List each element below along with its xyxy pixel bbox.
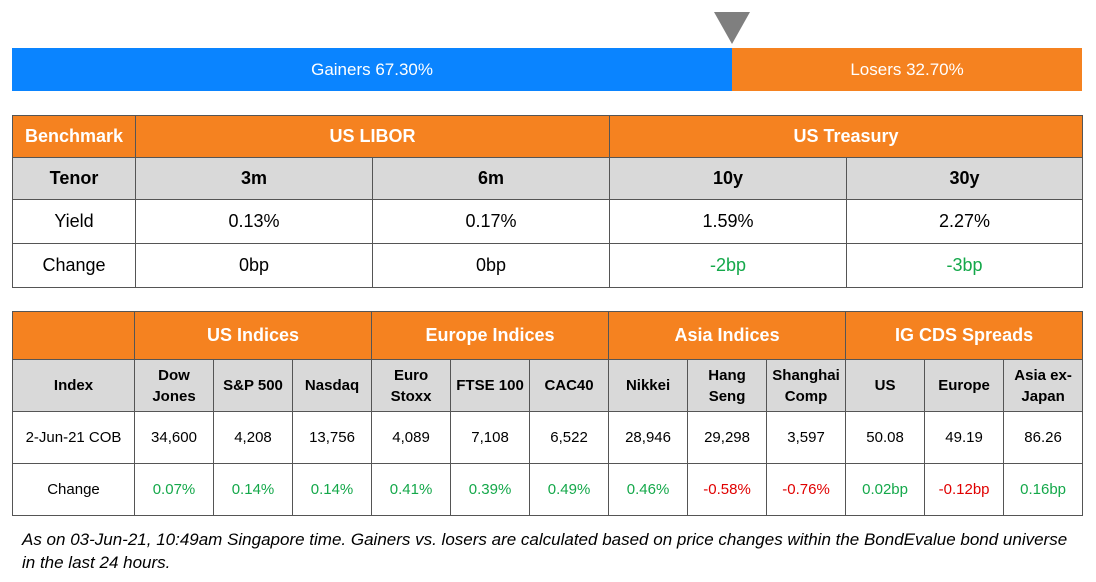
tenor-cell: 30y [846,157,1084,200]
index-name-line: Shanghai [772,366,840,384]
yield-cell: 0.17% [371,199,611,244]
index-change-cell: -0.12bp [924,463,1005,516]
tenor-label: Tenor [12,157,136,200]
index-name-line: Asia ex- [1014,366,1072,384]
index-name-line: Nasdaq [304,377,360,394]
index-name-cell: Hang Seng [687,359,768,412]
index-change-cell: 0.41% [371,463,452,516]
index-name-cell: FTSE 100 [450,359,531,412]
rates-change-label: Change [12,243,136,288]
index-value-cell: 50.08 [845,411,926,464]
gainers-losers-bar: Gainers 67.30% Losers 32.70% [12,48,1082,91]
index-name-line: Jones [152,387,196,405]
index-name-line: Euro [393,366,429,384]
index-change-cell: 0.14% [213,463,293,516]
index-change-cell: 0.39% [450,463,531,516]
index-name-line: Dow [158,366,190,384]
index-name-line: Stoxx [390,387,432,405]
index-value-cell: 13,756 [291,411,373,464]
index-value-cell: 4,089 [371,411,452,464]
indices-change-label: Change [12,463,135,516]
index-name-cell: CAC40 [529,359,610,412]
rates-change-cell: -2bp [609,243,848,288]
index-name-cell: Nikkei [608,359,689,412]
us-libor-header: US LIBOR [134,115,611,158]
index-change-cell: 0.02bp [845,463,926,516]
index-change-cell: -0.58% [687,463,768,516]
asia-indices-header: Asia Indices [608,311,847,360]
index-name-line: Hang [708,366,746,384]
index-value-cell: 29,298 [687,411,768,464]
index-name-cell: US [845,359,926,412]
index-change-cell: 0.14% [291,463,373,516]
footnote: As on 03-Jun-21, 10:49am Singapore time.… [22,530,1068,572]
us-indices-header: US Indices [133,311,373,360]
rates-change-cell: 0bp [371,243,611,288]
index-name-cell: Nasdaq [291,359,373,412]
index-name-cell: S&P 500 [213,359,293,412]
tenor-cell: 10y [609,157,848,200]
index-name-cell: Euro Stoxx [371,359,452,412]
index-name-cell: Shanghai Comp [766,359,847,412]
index-value-cell: 6,522 [529,411,610,464]
yield-cell: 1.59% [609,199,848,244]
index-value-cell: 3,597 [766,411,847,464]
europe-indices-header: Europe Indices [371,311,610,360]
index-change-cell: 0.07% [134,463,214,516]
yield-cell: 2.27% [846,199,1084,244]
index-name-line: Europe [938,377,990,394]
us-treasury-header: US Treasury [609,115,1084,158]
index-label: Index [12,359,135,412]
gainers-losers-marker-icon [714,12,750,44]
gainers-segment: Gainers 67.30% [12,48,733,91]
index-value-cell: 86.26 [1003,411,1084,464]
tenor-cell: 6m [371,157,611,200]
rates-change-cell: 0bp [135,243,373,288]
index-value-cell: 49.19 [924,411,1005,464]
index-name-line: FTSE 100 [456,377,524,394]
yield-cell: 0.13% [135,199,373,244]
yield-label: Yield [12,199,136,244]
index-name-line: Nikkei [625,377,671,394]
benchmark-rates-table: Benchmark US LIBOR US Treasury Tenor 3m … [12,115,1084,288]
tenor-cell: 3m [135,157,373,200]
index-name-line: Japan [1021,387,1065,405]
date-label: 2-Jun-21 COB [12,411,135,464]
index-value-cell: 34,600 [134,411,214,464]
index-value-cell: 4,208 [213,411,293,464]
ig-cds-spreads-header: IG CDS Spreads [845,311,1084,360]
index-name-cell: Asia ex- Japan [1003,359,1084,412]
index-name-cell: Europe [924,359,1005,412]
index-name-line: US [874,377,896,394]
index-name-line: Comp [784,387,828,405]
index-name-line: Seng [708,387,746,405]
index-change-cell: -0.76% [766,463,847,516]
index-change-cell: 0.49% [529,463,610,516]
index-change-cell: 0.46% [608,463,689,516]
market-indices-table: US Indices Europe Indices Asia Indices I… [12,311,1084,516]
benchmark-header: Benchmark [12,115,136,158]
rates-change-cell: -3bp [846,243,1084,288]
index-value-cell: 28,946 [608,411,689,464]
index-value-cell: 7,108 [450,411,531,464]
index-name-cell: Dow Jones [134,359,214,412]
index-name-line: S&P 500 [223,377,283,394]
losers-segment: Losers 32.70% [732,48,1082,91]
index-change-cell: 0.16bp [1003,463,1084,516]
indices-corner [12,311,135,360]
index-name-line: CAC40 [544,377,594,394]
